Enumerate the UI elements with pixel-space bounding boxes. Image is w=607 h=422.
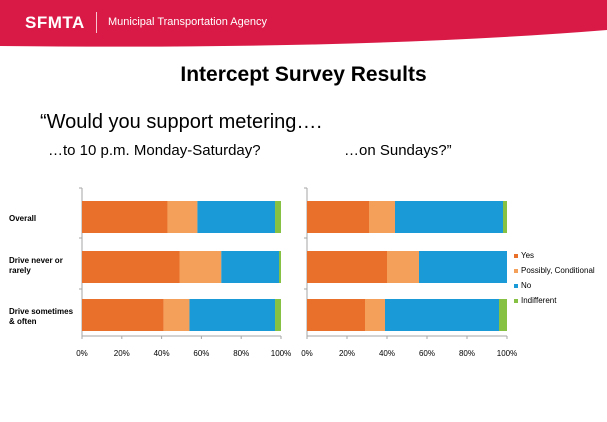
banner-shape — [0, 0, 607, 47]
bar-segment — [395, 201, 503, 233]
bar-segment — [167, 201, 198, 233]
legend-label: No — [521, 281, 532, 290]
header-banner: SFMTA Municipal Transportation Agency — [0, 0, 607, 48]
bar-segment — [499, 299, 507, 331]
x-tick-label: 20% — [339, 349, 355, 358]
x-tick-label: 60% — [193, 349, 209, 358]
brand-logo[interactable]: SFMTA — [25, 13, 85, 32]
x-tick-label: 100% — [497, 349, 517, 358]
row-label-overall: Overall — [9, 214, 37, 223]
x-tick-label: 40% — [379, 349, 395, 358]
subtitle-right: …on Sundays?” — [344, 142, 452, 159]
legend-item: Yes — [514, 248, 595, 263]
bar-segment — [419, 251, 507, 283]
bar-segment — [189, 299, 276, 331]
bar-segment — [365, 299, 385, 331]
bar-segment — [163, 299, 190, 331]
chart-legend: Yes Possibly, Conditional No Indifferent — [514, 248, 595, 308]
agency-name: Municipal Transportation Agency — [108, 16, 267, 28]
x-tick-label: 20% — [114, 349, 130, 358]
legend-item: No — [514, 278, 595, 293]
legend-item: Indifferent — [514, 293, 595, 308]
legend-label: Yes — [521, 251, 535, 260]
bar-segment — [385, 299, 499, 331]
bar-segment — [387, 251, 419, 283]
bar-segment — [179, 251, 222, 283]
question-text: “Would you support metering…. — [40, 111, 322, 133]
bar-segment — [307, 299, 365, 331]
legend-swatch — [514, 298, 518, 303]
legend-swatch — [514, 253, 518, 258]
bar-segment — [503, 201, 507, 233]
legend-swatch — [514, 268, 518, 273]
bar-segment — [82, 201, 168, 233]
subtitle-left: …to 10 p.m. Monday-Saturday? — [48, 142, 261, 159]
x-tick-label: 40% — [154, 349, 170, 358]
slide-title: Intercept Survey Results — [180, 63, 427, 86]
bar-segment — [307, 251, 387, 283]
legend-swatch — [514, 283, 518, 288]
legend-label: Possibly, Conditional — [521, 266, 595, 275]
bar-segment — [197, 201, 276, 233]
x-tick-label: 100% — [271, 349, 291, 358]
bar-segment — [279, 251, 281, 283]
row-label-drive-never: Drive never or rarely — [9, 256, 63, 275]
x-tick-label: 0% — [76, 349, 88, 358]
x-tick-label: 80% — [459, 349, 475, 358]
bar-segment — [82, 299, 164, 331]
x-tick-label: 60% — [419, 349, 435, 358]
bar-segment — [307, 201, 369, 233]
bar-segment — [369, 201, 395, 233]
x-tick-label: 0% — [301, 349, 313, 358]
bar-segment — [275, 299, 281, 331]
brand-divider — [96, 12, 97, 33]
bar-segment — [275, 201, 281, 233]
legend-label: Indifferent — [521, 296, 557, 305]
bar-segment — [221, 251, 280, 283]
row-label-drive-sometimes: Drive sometimes & often — [9, 307, 74, 326]
x-tick-label: 80% — [233, 349, 249, 358]
legend-item: Possibly, Conditional — [514, 263, 595, 278]
bar-segment — [82, 251, 180, 283]
